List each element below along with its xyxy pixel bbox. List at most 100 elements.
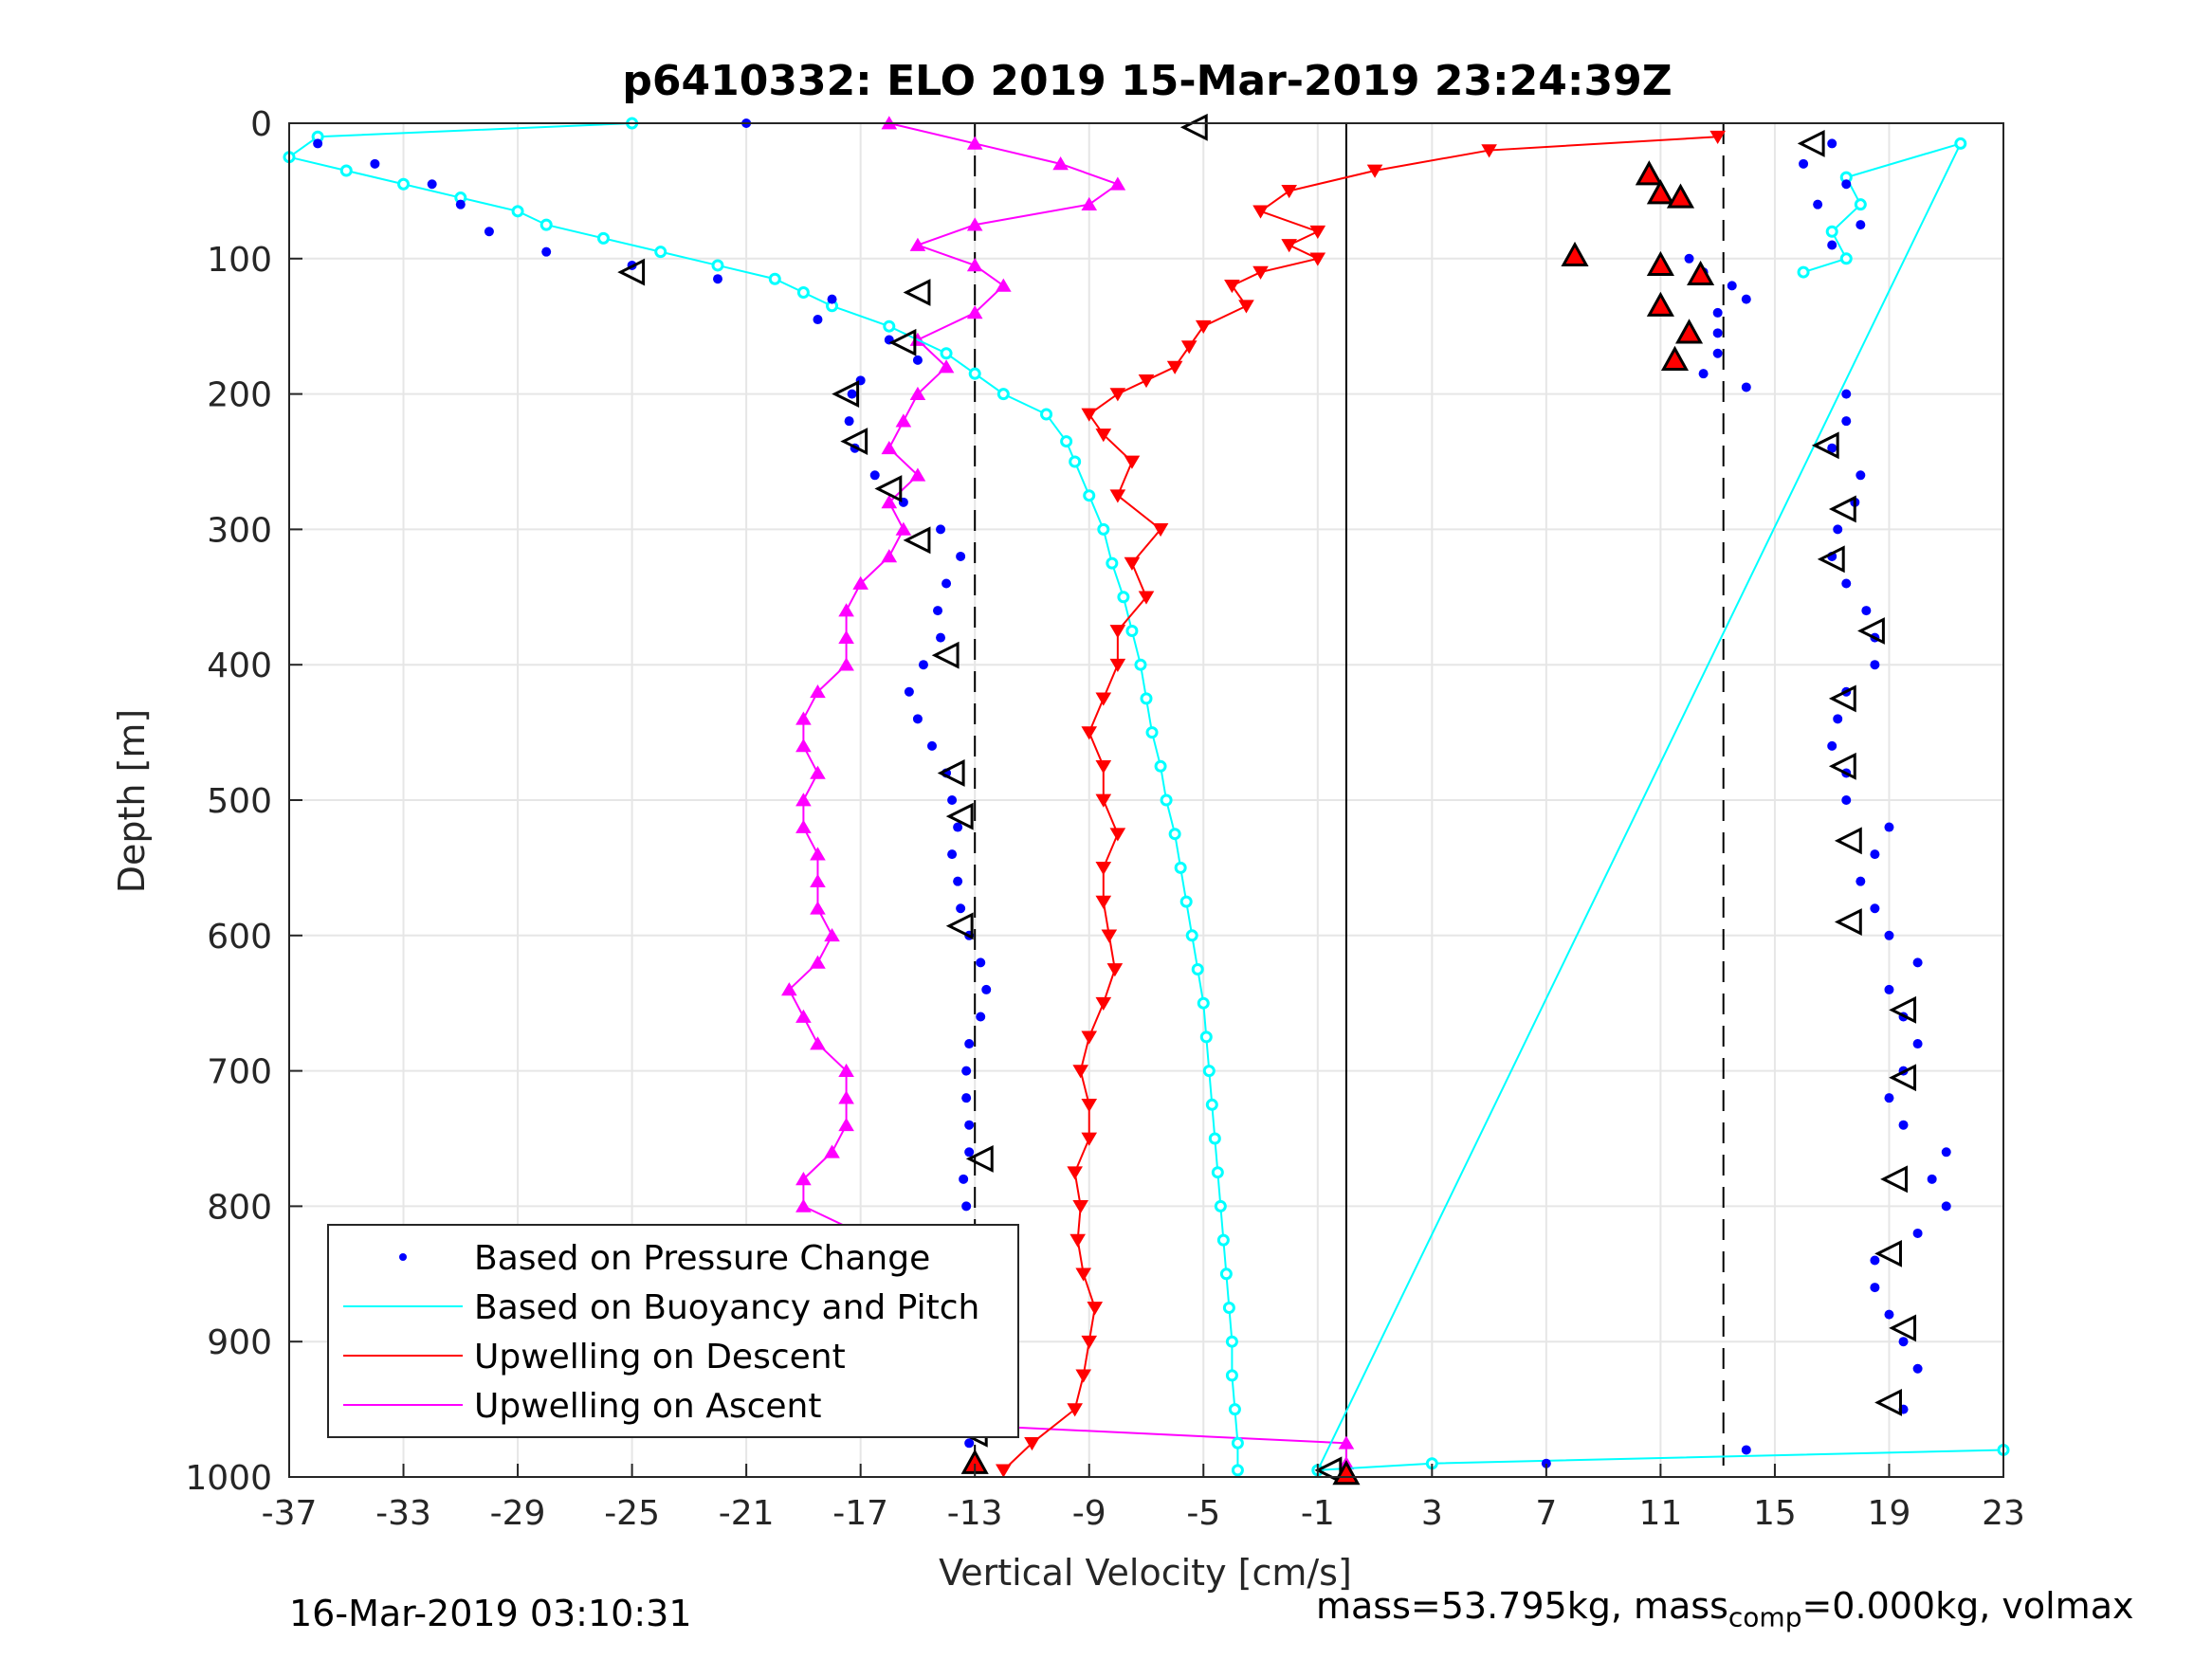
pressure-change-point bbox=[484, 227, 494, 237]
pressure-change-point bbox=[1833, 714, 1843, 724]
chart-title: p6410332: ELO 2019 15-Mar-2019 23:24:39Z bbox=[622, 57, 1672, 105]
open-triangle-marker bbox=[1817, 545, 1845, 574]
pressure-change-point bbox=[1884, 1309, 1894, 1320]
x-tick-label: -37 bbox=[262, 1494, 318, 1533]
upwelling-descent-point bbox=[1081, 726, 1098, 740]
upwelling-ascent-point bbox=[881, 495, 898, 509]
pressure-change-point bbox=[964, 1438, 975, 1449]
upwelling-ascent-point bbox=[966, 136, 983, 150]
pressure-change-point bbox=[976, 957, 986, 968]
upwelling-ascent-point bbox=[795, 1009, 812, 1023]
upwelling-ascent-point bbox=[966, 217, 983, 231]
upwelling-descent-point bbox=[996, 1464, 1012, 1478]
open-triangle-marker bbox=[1811, 431, 1839, 460]
upwelling-descent-point bbox=[1109, 388, 1126, 402]
filled-triangle-marker bbox=[1561, 241, 1589, 267]
buoyancy-point bbox=[1216, 1233, 1230, 1247]
buoyancy-point bbox=[1214, 1199, 1227, 1212]
upwelling-ascent-point bbox=[895, 521, 912, 536]
y-tick-label: 400 bbox=[207, 647, 272, 685]
upwelling-descent-point bbox=[1366, 164, 1383, 178]
pressure-change-point bbox=[961, 1066, 972, 1076]
upwelling-ascent-point bbox=[838, 1117, 854, 1132]
filled-triangle-marker bbox=[1332, 1460, 1361, 1486]
pressure-change-point bbox=[1827, 740, 1837, 751]
upwelling-descent-point bbox=[1095, 895, 1112, 909]
pressure-change-point bbox=[1841, 578, 1852, 589]
upwelling-descent-point bbox=[1075, 1267, 1092, 1282]
pressure-change-point bbox=[1870, 1255, 1880, 1266]
upwelling-descent-point bbox=[1109, 489, 1126, 503]
upwelling-ascent-point bbox=[795, 1198, 812, 1212]
pressure-change-point bbox=[1912, 957, 1923, 968]
buoyancy-point bbox=[1219, 1267, 1233, 1281]
upwelling-ascent-point bbox=[838, 1063, 854, 1077]
pressure-change-point bbox=[1884, 1093, 1894, 1103]
x-tick-label: -9 bbox=[1072, 1494, 1106, 1533]
buoyancy-point bbox=[397, 177, 411, 191]
open-triangle-marker bbox=[1880, 1165, 1908, 1194]
upwelling-descent-point bbox=[1095, 793, 1112, 808]
upwelling-ascent-point bbox=[838, 603, 854, 617]
upwelling-ascent-point bbox=[795, 738, 812, 753]
open-triangle-marker bbox=[1797, 129, 1825, 157]
pressure-change-point bbox=[1712, 348, 1723, 358]
upwelling-descent-point bbox=[1309, 252, 1326, 266]
upwelling-descent-point bbox=[1224, 280, 1240, 294]
upwelling-descent-point bbox=[1709, 130, 1726, 145]
upwelling-ascent-point bbox=[810, 765, 826, 779]
upwelling-ascent-point bbox=[838, 629, 854, 644]
upwelling-ascent-point bbox=[909, 467, 926, 482]
open-triangle-marker bbox=[1179, 113, 1208, 141]
pressure-change-point bbox=[1927, 1174, 1937, 1184]
upwelling-descent-point bbox=[1309, 225, 1326, 240]
y-tick-label: 300 bbox=[207, 511, 272, 550]
filled-triangle-marker bbox=[1666, 183, 1695, 209]
x-tick-label: 23 bbox=[1982, 1494, 2025, 1533]
pressure-change-point bbox=[1856, 470, 1866, 481]
buoyancy-point bbox=[1202, 1065, 1216, 1078]
upwelling-descent-point bbox=[1067, 1166, 1083, 1180]
upwelling-descent-point bbox=[1067, 1403, 1083, 1417]
y-tick-label: 700 bbox=[207, 1053, 272, 1092]
upwelling-descent-point bbox=[1072, 1065, 1089, 1079]
mass-subscript: comp bbox=[1728, 1601, 1802, 1633]
pressure-change-point bbox=[1870, 849, 1880, 860]
filled-triangle-marker bbox=[1660, 345, 1690, 371]
buoyancy-point bbox=[1069, 455, 1082, 468]
legend: Based on Pressure Change Based on Buoyanc… bbox=[327, 1224, 1019, 1438]
buoyancy-point bbox=[1140, 692, 1153, 705]
grid bbox=[288, 122, 2004, 1478]
buoyancy-point bbox=[1040, 408, 1053, 421]
x-tick-label: -29 bbox=[490, 1494, 546, 1533]
pressure-change-point bbox=[1941, 1201, 1951, 1212]
pressure-change-point bbox=[370, 158, 380, 169]
x-tick-label: 11 bbox=[1638, 1494, 1682, 1533]
legend-label: Upwelling on Descent bbox=[474, 1338, 846, 1376]
x-tick-label: -13 bbox=[947, 1494, 1003, 1533]
upwelling-descent-point bbox=[1281, 239, 1297, 253]
pressure-change-point bbox=[1898, 1337, 1909, 1347]
open-triangle-marker bbox=[931, 641, 960, 669]
buoyancy-point bbox=[996, 388, 1010, 401]
upwelling-descent-point bbox=[1281, 185, 1297, 199]
buoyancy-point bbox=[1097, 522, 1110, 536]
open-triangle-marker bbox=[903, 526, 931, 555]
x-tick-label: -1 bbox=[1301, 1494, 1335, 1533]
pressure-change-point bbox=[1861, 606, 1872, 616]
buoyancy-point bbox=[940, 347, 953, 360]
pressure-change-point bbox=[1841, 179, 1852, 190]
y-tick-label: 100 bbox=[207, 241, 272, 280]
pressure-change-point bbox=[941, 578, 952, 589]
footer-mass-info: mass=53.795kg, masscomp=0.000kg, volmax bbox=[1316, 1585, 2133, 1633]
upwelling-descent-point bbox=[1195, 319, 1212, 334]
buoyancy-point bbox=[1179, 895, 1193, 908]
pressure-change-point bbox=[964, 1039, 975, 1049]
upwelling-ascent-point bbox=[909, 237, 926, 251]
upwelling-descent-point bbox=[1024, 1436, 1040, 1451]
pressure-change-point bbox=[1799, 158, 1809, 169]
legend-box bbox=[327, 1224, 1019, 1438]
buoyancy-point bbox=[1160, 793, 1173, 807]
open-triangle-marker bbox=[1889, 1314, 1917, 1342]
pressure-change-point bbox=[1541, 1458, 1551, 1468]
